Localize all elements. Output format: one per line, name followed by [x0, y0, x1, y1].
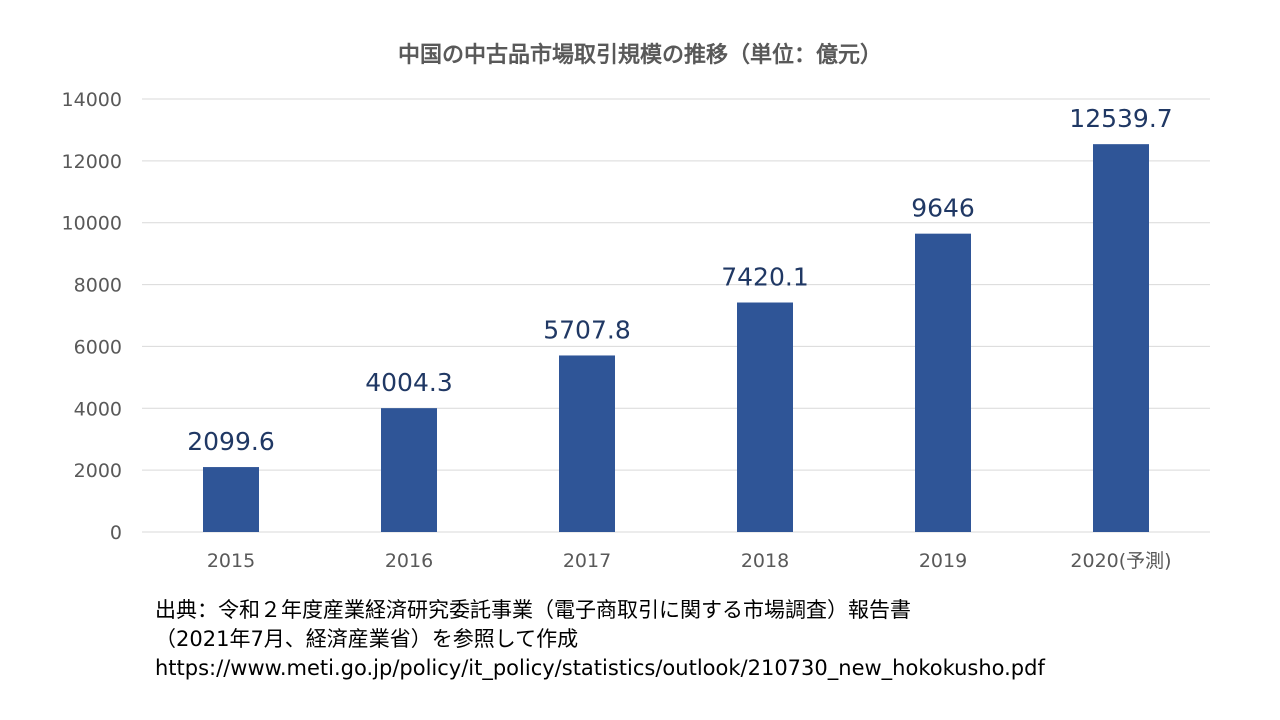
- y-tick-label: 4000: [74, 398, 122, 420]
- data-label: 2099.6: [187, 427, 274, 456]
- gridlines: [142, 98, 1210, 533]
- bar-chart: 中国の中古品市場取引規模の推移（単位：億元） 0 2000 4000 6000 8000…: [62, 42, 1210, 572]
- source-url: https://www.meti.go.jp/policy/it_policy/…: [155, 656, 1045, 680]
- data-label: 4004.3: [365, 368, 452, 397]
- y-tick-label: 0: [110, 522, 122, 544]
- x-tick-label: 2016: [385, 550, 433, 572]
- data-labels: 2099.6 4004.3 5707.8 7420.1 9646 12539.7: [187, 104, 1172, 456]
- y-tick-label: 2000: [74, 460, 122, 482]
- x-tick-label: 2015: [207, 550, 255, 572]
- bar-2018: [737, 302, 793, 532]
- x-tick-label: 2019: [919, 550, 967, 572]
- source-line-1: 出典：令和２年度産業経済研究委託事業（電子商取引に関する市場調査）報告書: [155, 598, 911, 622]
- source-line-2: （2021年7月、経済産業省）を参照して作成: [155, 627, 579, 651]
- x-tick-label: 2017: [563, 550, 611, 572]
- data-label: 7420.1: [721, 263, 808, 292]
- x-tick-label: 2020(予測): [1070, 550, 1171, 572]
- bar-2020(予測): [1093, 144, 1149, 533]
- bar-2015: [203, 467, 259, 532]
- y-tick-label: 10000: [62, 213, 122, 235]
- data-label: 9646: [911, 194, 975, 223]
- data-label: 12539.7: [1069, 104, 1172, 133]
- source-note: 出典：令和２年度産業経済研究委託事業（電子商取引に関する市場調査）報告書 （20…: [155, 596, 1045, 683]
- bar-2016: [381, 408, 437, 532]
- y-tick-label: 6000: [74, 336, 122, 358]
- bars: [203, 144, 1149, 533]
- y-tick-label: 8000: [74, 275, 122, 297]
- x-tick-label: 2018: [741, 550, 789, 572]
- data-label: 5707.8: [543, 315, 630, 344]
- y-tick-label: 12000: [62, 151, 122, 173]
- bar-2017: [559, 355, 615, 532]
- y-axis-ticks: 0 2000 4000 6000 8000 10000 12000 14000: [62, 89, 122, 544]
- x-axis-ticks: 2015 2016 2017 2018 2019 2020(予測): [207, 550, 1172, 572]
- bar-2019: [915, 233, 971, 532]
- chart-title: 中国の中古品市場取引規模の推移（単位：億元）: [398, 42, 882, 68]
- y-tick-label: 14000: [62, 89, 122, 111]
